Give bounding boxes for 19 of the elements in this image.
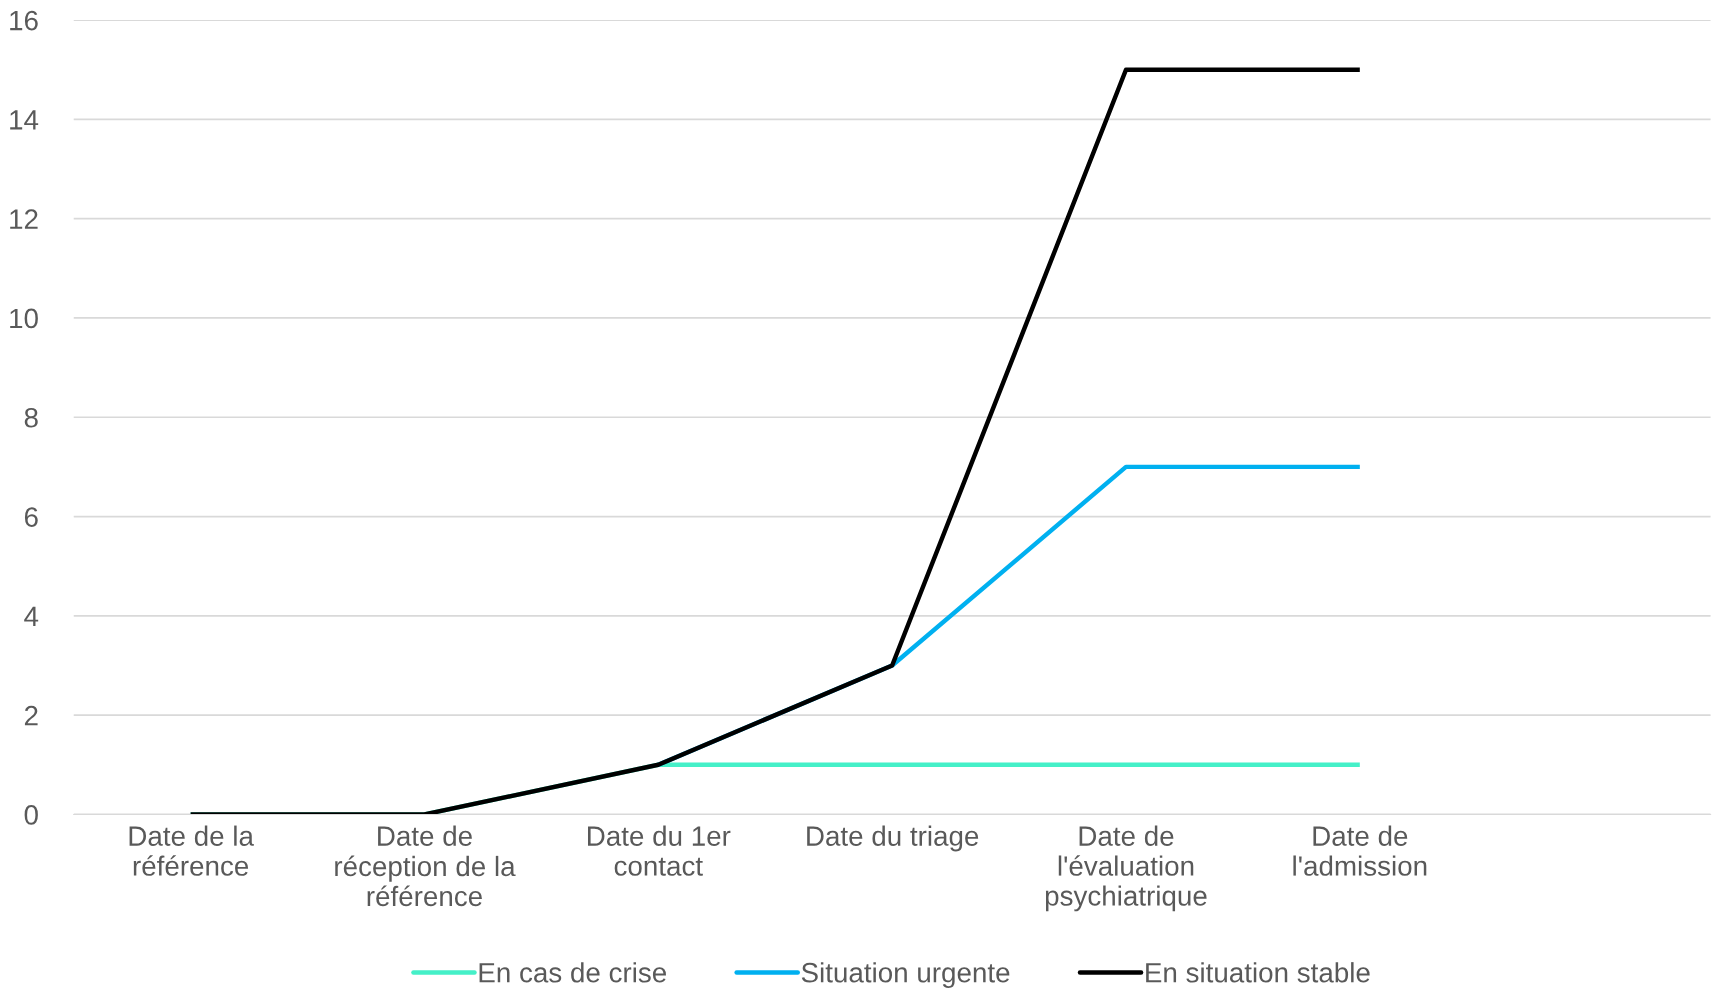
y-tick-label: 4 [24,606,39,626]
legend-label: En situation stable [1146,962,1370,983]
x-tick-label: Date de l'admission [1293,825,1427,876]
x-tick-label: Date du 1er contact [588,825,731,876]
y-tick-label: 8 [24,407,38,428]
x-tick-label: Date de l'évaluation psychiatrique [1045,825,1207,912]
x-tick-label: Date du triage [807,825,979,852]
y-tick-label: 6 [24,507,38,527]
legend-label: En cas de crise [479,962,666,983]
y-tick-label: 12 [10,209,38,229]
line-series [188,67,1363,815]
y-tick-label: 0 [24,805,38,825]
x-tick-label: Date de la référence [129,825,254,876]
legend-label: Situation urgente [801,962,1010,989]
y-tick-label: 16 [10,10,38,31]
y-tick-label: 14 [10,110,39,130]
y-tick-label: 10 [10,308,38,329]
y-tick-label: 2 [24,705,38,726]
x-tick-label: Date de réception de la référence [335,825,516,907]
